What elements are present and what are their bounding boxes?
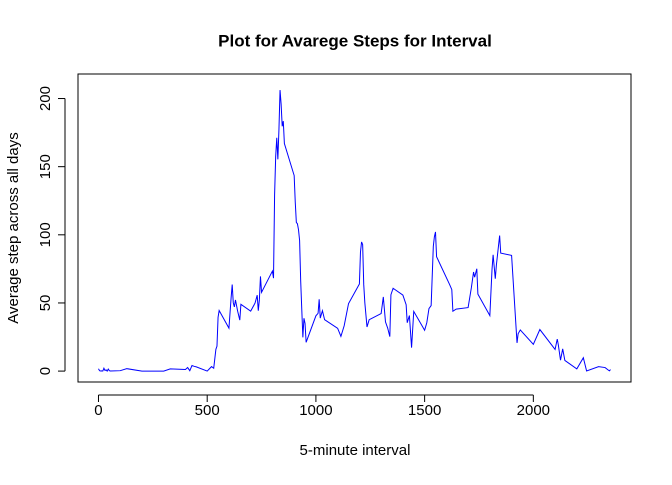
chart-title: Plot for Avarege Steps for Interval: [218, 31, 492, 50]
x-tick-label: 1500: [408, 402, 441, 419]
y-tick-label: 50: [37, 295, 54, 312]
y-tick-label: 0: [37, 367, 54, 375]
y-tick-label: 100: [37, 222, 54, 247]
x-tick-label: 2000: [517, 402, 550, 419]
y-tick-label: 150: [37, 154, 54, 179]
y-axis-label: Average step across all days: [5, 132, 22, 324]
x-tick-label: 0: [94, 402, 102, 419]
x-tick-label: 500: [195, 402, 220, 419]
y-tick-label: 200: [37, 86, 54, 111]
x-axis-label: 5-minute interval: [300, 442, 411, 459]
x-tick-label: 1000: [299, 402, 332, 419]
data-line: [98, 90, 611, 372]
plot-box: [77, 73, 632, 383]
